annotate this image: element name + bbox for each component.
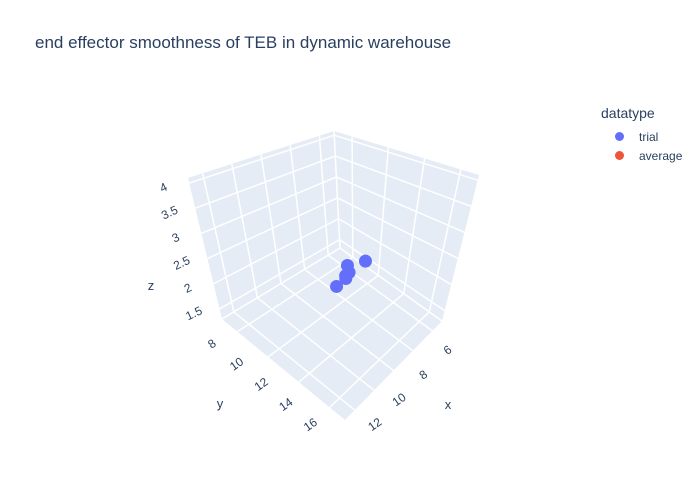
gridline-x-wall-2 — [403, 158, 426, 294]
back-wall-xz — [334, 131, 479, 321]
point-trial-4[interactable] — [339, 271, 353, 285]
y-tick-label-2: 12 — [252, 374, 271, 393]
gridline-y-wall-1 — [289, 145, 306, 270]
gridline-edge-x — [339, 247, 443, 322]
data-points — [330, 254, 372, 293]
gridline-y-wall-2 — [260, 154, 282, 284]
legend-label-trial: trial — [639, 129, 659, 144]
x-tick-label-1: 8 — [417, 367, 431, 382]
z-tick-label-4: 3.5 — [159, 203, 180, 223]
gridline-x-0 — [236, 256, 354, 333]
legend-marker-average — [615, 151, 624, 160]
gridline-x-3 — [329, 311, 430, 408]
gridline-x-1 — [267, 274, 379, 358]
gridline-x-wall-0 — [351, 136, 354, 258]
y-tick-label-3: 14 — [276, 395, 295, 414]
legend: datatype trial average — [601, 105, 682, 165]
point-trial-5[interactable] — [330, 279, 344, 293]
y-tick-label-1: 10 — [227, 354, 246, 373]
scene-walls — [188, 131, 479, 420]
gridline-z-x-4 — [335, 155, 472, 207]
x-axis-title: x — [445, 397, 452, 412]
gridline-y-1 — [304, 268, 414, 352]
y-axis-title: y — [217, 396, 224, 411]
z-tick-label-3: 3 — [170, 230, 182, 246]
back-wall-yz — [188, 131, 340, 319]
legend-item-trial[interactable]: trial — [601, 127, 682, 146]
x-tick-label-0: 6 — [441, 342, 455, 357]
z-tick-label-5: 4 — [158, 180, 170, 196]
chart-title: end effector smoothness of TEB in dynami… — [35, 33, 452, 52]
gridline-z-x-5 — [333, 134, 478, 181]
x-tick-label-2: 10 — [390, 390, 409, 409]
gridline-z-x-0 — [339, 239, 446, 312]
legend-title: datatype — [601, 105, 655, 121]
z-tick-label-1: 2 — [182, 280, 194, 296]
gridline-x-wall-1 — [377, 147, 390, 276]
z-axis-title: z — [148, 278, 155, 293]
gridline-z-x-3 — [336, 176, 465, 234]
gridline-y-4 — [233, 311, 356, 411]
floor-wall — [222, 248, 442, 420]
z-tick-label-2: 2.5 — [171, 253, 192, 273]
gridline-y-wall-4 — [201, 173, 235, 313]
y-tick-label-0: 8 — [205, 336, 219, 351]
legend-marker-trial — [615, 132, 624, 141]
gridline-y-3 — [256, 297, 375, 391]
legend-item-average[interactable]: average — [601, 146, 682, 165]
gridlines — [188, 130, 478, 411]
gridline-z-x-2 — [337, 197, 459, 260]
point-trial-0[interactable] — [358, 254, 372, 268]
y-tick-label-4: 16 — [301, 415, 320, 434]
z-tick-label-0: 1.5 — [183, 303, 204, 323]
gridline-x-2 — [298, 293, 405, 383]
gridline-y-2 — [280, 282, 394, 372]
legend-label-average: average — [639, 148, 683, 163]
x-tick-label-3: 12 — [365, 415, 384, 434]
gridline-z-x-1 — [338, 218, 452, 286]
gridline-y-wall-0 — [318, 135, 329, 256]
gridline-y-wall-3 — [231, 163, 259, 298]
gridline-x-wall-3 — [428, 169, 462, 313]
gridline-edge-vertical — [333, 130, 341, 249]
